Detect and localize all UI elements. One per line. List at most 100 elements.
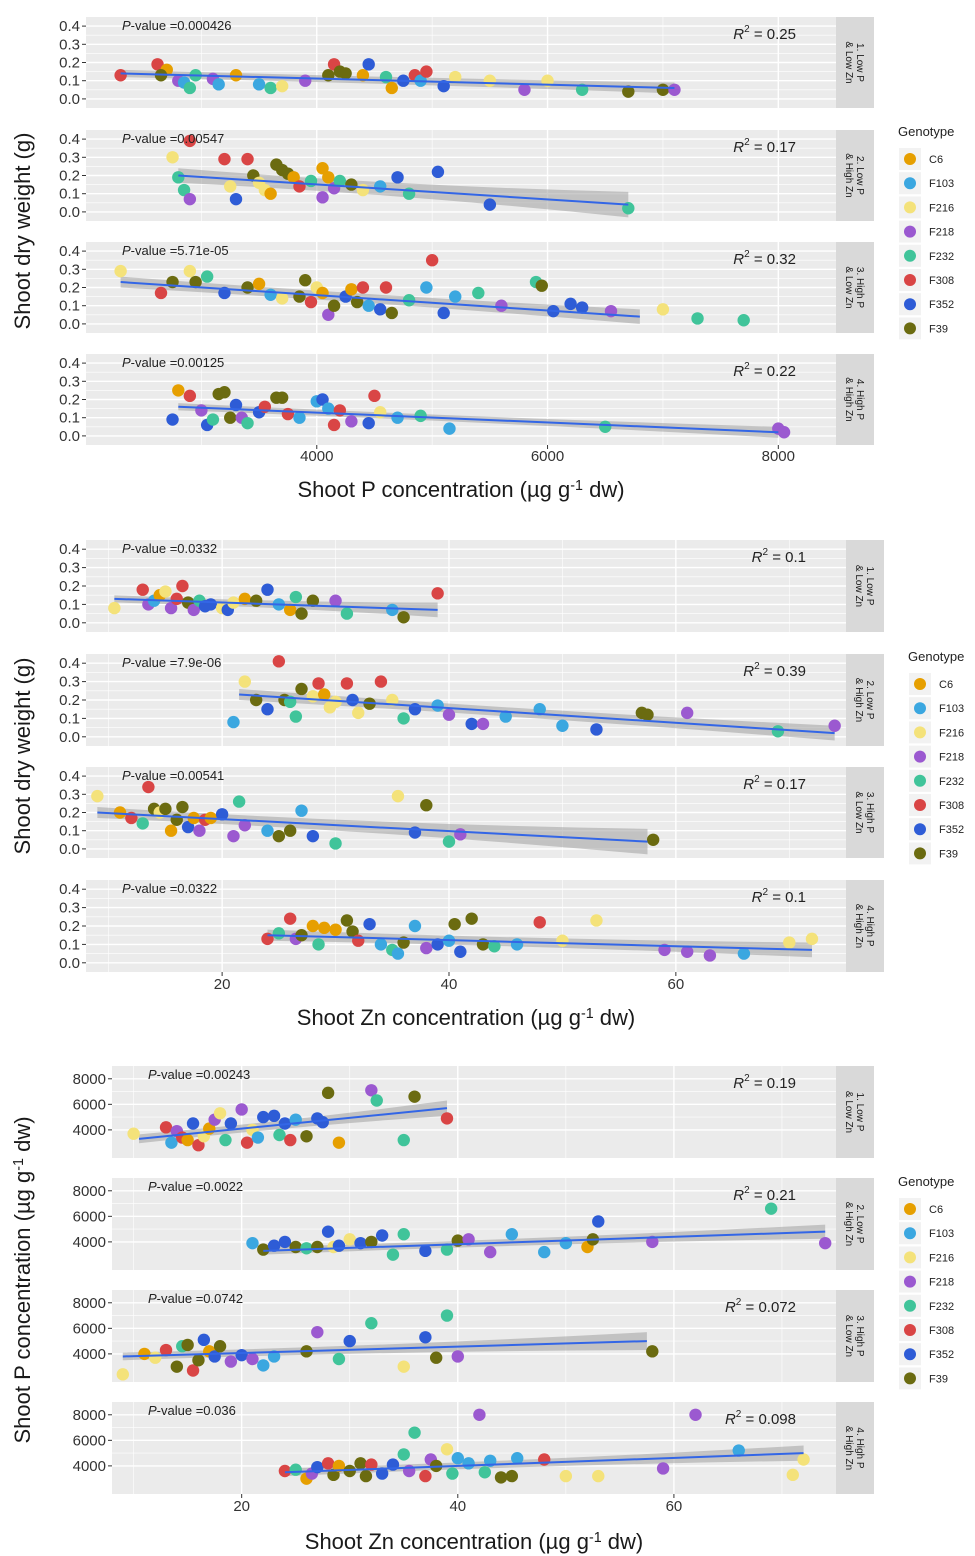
data-point-f216 [374, 406, 387, 419]
data-point-f218 [451, 1350, 464, 1363]
data-point-f308 [176, 579, 189, 593]
r-squared-label: R2 = 0.17 [733, 137, 796, 156]
y-tick-label: 0.3 [59, 149, 80, 166]
x-tick-label: 20 [233, 1498, 250, 1515]
legend-label: F232 [939, 776, 964, 788]
data-point-f103 [499, 710, 512, 723]
data-point-f218 [164, 601, 178, 615]
data-point-f103 [443, 422, 456, 435]
data-point-f218 [518, 83, 531, 97]
data-point-f103 [391, 947, 405, 960]
data-point-f103 [408, 919, 422, 933]
data-point-f218 [195, 404, 208, 417]
data-point-f308 [159, 1343, 173, 1357]
regression-line [263, 1230, 826, 1252]
legend-label: F103 [929, 1228, 954, 1240]
legend-label: F352 [939, 824, 964, 836]
y-tick-label: 0.0 [59, 204, 80, 221]
legend-key-f103 [914, 702, 926, 715]
data-point-f352 [454, 945, 467, 958]
data-point-f308 [183, 134, 197, 148]
facet-strip-label: 2. Low P& High Zn [853, 678, 875, 722]
data-point-f308 [312, 677, 325, 690]
legend-title: Genotype [898, 1174, 954, 1189]
data-point-f352 [306, 829, 320, 843]
data-point-f308 [114, 69, 127, 82]
data-point-f232 [440, 1309, 454, 1322]
y-tick-label: 0.4 [59, 131, 80, 148]
legend-label: F308 [939, 800, 964, 812]
y-tick-label: 0.3 [59, 36, 80, 53]
data-point-f232 [136, 817, 149, 830]
data-point-f103 [267, 1350, 281, 1363]
legend: Genotype C6 F103 F216 F218 F232 F308 F352 F39 [908, 649, 964, 865]
data-point-f232 [764, 1202, 778, 1215]
data-point-f39 [622, 85, 635, 98]
y-tick-label: 0.1 [59, 186, 80, 203]
y-tick-label: 0.2 [59, 692, 80, 709]
p-value-label: P-value =0.00541 [122, 768, 224, 783]
y-tick-label: 0.2 [59, 55, 80, 72]
data-point-f216 [275, 79, 289, 93]
regression-line [120, 281, 640, 318]
panel-2-3: 0.00.10.2 0.30.4 P-value =0.00541 R2 = 0.17… [59, 767, 884, 858]
r-squared-label: R2 = 0.1 [752, 547, 806, 566]
data-point-f216 [797, 1453, 810, 1466]
data-point-f39 [420, 799, 433, 812]
data-point-f352 [332, 1239, 346, 1252]
data-point-f103 [431, 699, 444, 712]
legend-key-f39 [914, 847, 926, 860]
data-point-f218 [476, 717, 490, 731]
panel-1-4: 0.00.10.2 0.30.4 P-value =0.00125 R2 = 0.22… [59, 354, 874, 445]
data-point-f308 [283, 912, 297, 925]
data-point-f308 [419, 1469, 432, 1483]
data-point-f232 [397, 712, 410, 725]
data-point-f232 [177, 183, 191, 197]
data-point-c6 [318, 688, 331, 701]
x-tick-label: 4000 [300, 448, 333, 465]
panel-3-4: 4000 6000 8000 P-value =0.036 R2 = 0.098 4. H… [73, 1402, 874, 1494]
panel-3-3: 4000 6000 8000 P-value =0.0742 R2 = 0.072 3. … [73, 1290, 874, 1382]
facet-strip-label: 1. Low P& Low Zn [853, 565, 875, 607]
y-tick-label: 0.3 [59, 560, 80, 577]
data-point-f232 [232, 795, 246, 808]
data-point-f308 [356, 281, 370, 294]
legend-label: F103 [939, 703, 964, 715]
data-point-f308 [368, 389, 381, 403]
p-value-label: P-value =5.71e-05 [122, 243, 229, 258]
data-point-f103 [252, 78, 266, 91]
y-tick-label: 0.4 [59, 768, 80, 785]
data-point-f232 [414, 409, 427, 423]
y-tick-label: 0.4 [59, 355, 80, 372]
data-point-f218 [227, 829, 240, 843]
legend-key-f308 [904, 274, 916, 286]
data-point-f352 [257, 1110, 270, 1124]
data-point-f308 [154, 286, 168, 300]
regression-line [122, 1340, 647, 1358]
data-point-f308 [365, 1458, 378, 1471]
y-axis-title: Shoot P concentration (µg g-1 dw) [10, 1116, 35, 1443]
data-point-f308 [304, 295, 318, 309]
regression-line [284, 1452, 804, 1474]
y-tick-label: 0.0 [59, 428, 80, 445]
data-point-f218 [183, 192, 197, 206]
data-point-f216 [352, 706, 365, 720]
data-point-f216 [306, 690, 320, 703]
data-point-f218 [365, 1084, 378, 1097]
r-squared-label: R2 = 0.19 [733, 1073, 796, 1092]
data-point-f216 [108, 601, 121, 615]
y-tick-label: 0.1 [59, 298, 80, 315]
legend-label: F218 [939, 752, 964, 764]
data-point-f39 [408, 1090, 421, 1103]
data-point-f308 [136, 583, 149, 596]
data-point-c6 [264, 187, 277, 200]
data-point-c6 [322, 171, 335, 184]
data-point-f352 [224, 1117, 238, 1130]
data-point-f232 [273, 1128, 286, 1142]
y-tick-label: 0.2 [59, 392, 80, 409]
data-point-f39 [249, 693, 263, 707]
data-point-f232 [737, 314, 750, 327]
facet-strip [846, 767, 884, 858]
regression-line [178, 405, 779, 434]
